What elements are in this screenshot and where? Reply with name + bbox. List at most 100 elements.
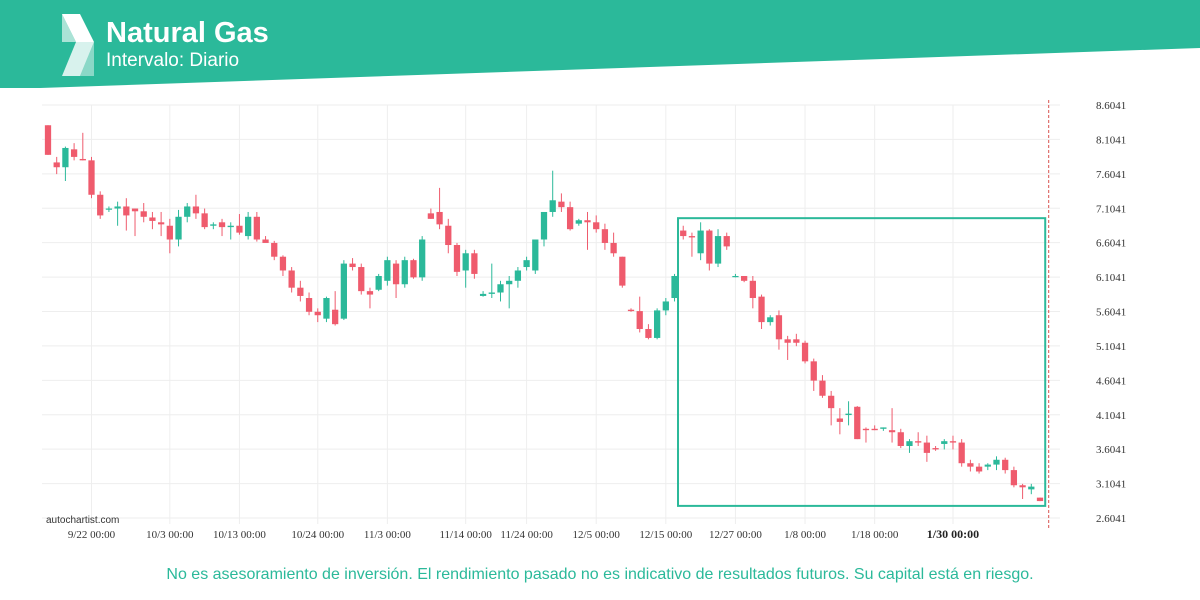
candle-body — [340, 263, 347, 319]
candle-body — [419, 239, 426, 278]
candle-body — [767, 317, 774, 323]
candle-body — [192, 206, 200, 214]
candle-body — [793, 339, 800, 343]
candle-body — [305, 298, 313, 312]
x-tick-label: 11/14 00:00 — [439, 529, 492, 541]
candle — [53, 156, 60, 175]
candle-body — [723, 236, 730, 247]
candle-body — [184, 206, 191, 217]
candle — [566, 201, 574, 231]
candle-body — [262, 239, 269, 243]
candle-body — [775, 315, 783, 340]
candle-body — [671, 275, 678, 299]
candle-body — [462, 253, 469, 271]
candle-body — [1036, 497, 1044, 502]
candle — [932, 446, 939, 451]
candle-body — [140, 211, 147, 217]
y-tick-label: 3.6041 — [1096, 444, 1126, 456]
candle — [688, 232, 696, 257]
candle-body — [540, 211, 548, 240]
grid — [42, 104, 1060, 524]
candle-body — [967, 463, 974, 467]
candle-body — [375, 275, 382, 290]
candle-body — [384, 260, 391, 281]
candle — [123, 198, 130, 231]
pattern-overlay — [677, 100, 1050, 528]
candle — [714, 229, 722, 268]
candle-body — [932, 448, 939, 450]
candle-body — [445, 225, 452, 246]
candle — [271, 240, 278, 261]
x-tick-label: 9/22 00:00 — [68, 529, 116, 541]
candle — [366, 287, 374, 309]
candle-body — [741, 275, 748, 281]
y-tick-label: 8.6041 — [1096, 100, 1126, 112]
candle — [915, 432, 922, 447]
candle-body — [62, 147, 69, 168]
candle-body — [471, 253, 478, 274]
candle-body — [662, 301, 669, 311]
candle — [305, 292, 313, 316]
candle — [514, 267, 522, 288]
candle-body — [845, 413, 852, 416]
candle-body — [79, 158, 86, 161]
candle — [697, 222, 704, 261]
candle-body — [714, 236, 722, 264]
candle-body — [1028, 486, 1035, 490]
candle-body — [836, 418, 843, 422]
candle — [97, 191, 104, 219]
x-tick-label: 12/27 00:00 — [709, 529, 762, 541]
candle — [558, 193, 565, 212]
candle-body — [392, 263, 400, 285]
candle — [732, 273, 739, 278]
pattern-box — [677, 217, 1047, 507]
candle-body — [915, 441, 922, 443]
candle — [871, 425, 878, 431]
candle-body — [201, 213, 208, 228]
candle-body — [575, 220, 582, 224]
candle-body — [436, 211, 443, 225]
candle-body — [218, 222, 226, 228]
candle-body — [514, 270, 522, 281]
y-tick-label: 7.1041 — [1096, 203, 1126, 215]
candle-body — [593, 222, 600, 230]
x-tick-label: 11/3 00:00 — [364, 529, 411, 541]
candle — [332, 291, 339, 326]
interval-subtitle: Intervalo: Diario — [106, 50, 240, 71]
candle — [575, 218, 582, 226]
candle — [723, 232, 730, 250]
candle — [479, 291, 487, 297]
candle-body — [706, 230, 713, 264]
autochartist-s-logo-icon — [62, 14, 94, 76]
candle — [166, 218, 173, 254]
candle — [958, 439, 965, 467]
candle — [801, 340, 809, 364]
candle-body — [732, 275, 739, 278]
candle — [975, 463, 983, 474]
candle — [610, 232, 617, 257]
header-banner — [0, 0, 1200, 88]
candle-body — [993, 459, 1000, 465]
candle-body — [105, 208, 113, 210]
candle — [245, 211, 252, 240]
candle-body — [680, 230, 687, 237]
x-tick-label: 1/30 00:00 — [927, 527, 979, 541]
candle — [236, 214, 243, 235]
candle-body — [645, 328, 652, 338]
candle — [401, 256, 408, 288]
y-tick-label: 4.1041 — [1096, 410, 1126, 422]
candle — [1002, 457, 1009, 474]
candle-body — [697, 230, 704, 254]
candle — [1028, 483, 1035, 495]
candle — [784, 335, 791, 360]
candle-body — [288, 270, 295, 288]
candle — [70, 143, 78, 161]
y-tick-label: 3.1041 — [1096, 479, 1126, 491]
candle — [862, 427, 870, 443]
candle-body — [949, 441, 957, 443]
candle — [358, 263, 365, 295]
candle-body — [506, 280, 513, 285]
candle-body — [453, 245, 461, 272]
candle — [1010, 466, 1018, 488]
